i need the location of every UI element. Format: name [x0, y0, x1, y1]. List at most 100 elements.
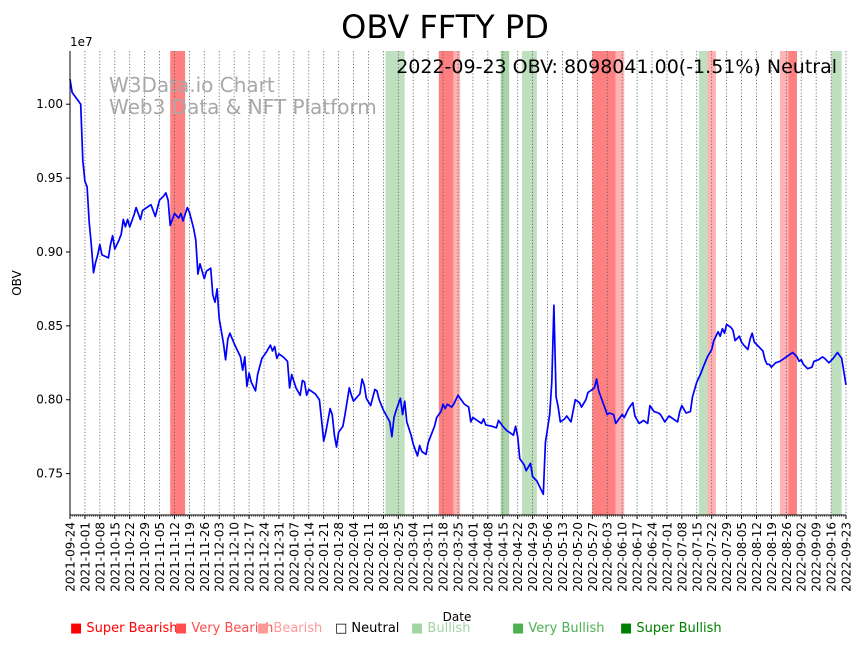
x-tick-label: 2021-10-22 — [123, 522, 137, 592]
watermark-line-1: W3Data.io Chart — [109, 73, 275, 97]
x-tick-label: 2022-06-17 — [631, 522, 645, 592]
x-tick-label: 2022-06-24 — [646, 522, 660, 592]
legend-swatch: ■ — [70, 621, 87, 636]
vertical-grid — [69, 51, 847, 515]
obv-line-0 — [69, 78, 847, 496]
x-tick-label: 2022-07-08 — [675, 522, 689, 592]
band-very-bearish-7 — [592, 51, 616, 515]
x-tick-label: 2022-02-04 — [347, 522, 361, 592]
y-axis-label: OBV — [10, 269, 24, 295]
x-tick-label: 2022-01-07 — [287, 522, 301, 592]
x-tick-label: 2022-01-14 — [302, 522, 316, 592]
y-tick-label: 0.75 — [36, 467, 63, 481]
x-tick-label: 2022-01-21 — [317, 522, 331, 592]
x-tick-label: 2021-12-10 — [228, 522, 242, 592]
x-tick-label: 2022-03-25 — [452, 522, 466, 592]
x-tick-label: 2022-03-11 — [422, 522, 436, 592]
y-tick-label: 0.95 — [36, 171, 63, 185]
legend-swatch: ■ — [620, 621, 637, 636]
y-tick-label: 0.80 — [36, 393, 63, 407]
x-tick-label: 2022-05-27 — [586, 522, 600, 592]
legend-item-neutral: □ Neutral — [335, 621, 399, 636]
legend-label: Super Bearish — [86, 621, 178, 636]
legend-item-very-bullish: ■ Very Bullish — [512, 621, 604, 636]
x-tick-label: 2022-02-11 — [362, 522, 376, 592]
legend-item-super-bullish: ■ Super Bullish — [620, 621, 722, 636]
x-tick-label: 2022-09-16 — [825, 522, 839, 592]
x-tick-label: 2021-10-08 — [93, 522, 107, 592]
legend-swatch: ■ — [411, 621, 428, 636]
x-axis-label: Date — [443, 610, 472, 624]
y-tick-label: 1.00 — [36, 97, 63, 111]
x-tick-label: 2022-02-18 — [377, 522, 391, 592]
x-tick-label: 2022-01-28 — [332, 522, 346, 592]
x-tick-label: 2021-10-29 — [138, 522, 152, 592]
band-bullish-13 — [831, 51, 842, 515]
watermark-line-2: Web3 Data & NFT Platform — [109, 95, 377, 119]
x-tick-label: 2022-07-01 — [660, 522, 674, 592]
band-bearish-10 — [707, 51, 716, 515]
y-axis-ticks: 0.75 0.80 0.85 0.90 0.95 1.00 — [36, 97, 70, 481]
x-tick-label: 2021-12-24 — [258, 522, 272, 592]
band-bullish-6 — [521, 51, 537, 515]
x-tick-label: 2022-03-18 — [437, 522, 451, 592]
x-tick-label: 2021-10-15 — [108, 522, 122, 592]
x-tick-label: 2021-11-12 — [168, 522, 182, 592]
x-tick-label: 2022-07-29 — [720, 522, 734, 592]
legend-label: Bullish — [427, 621, 471, 636]
x-tick-label: 2022-08-12 — [750, 522, 764, 592]
x-tick-label: 2022-09-23 — [840, 522, 854, 592]
band-bearish-8 — [615, 51, 625, 515]
band-very-bearish-3 — [438, 51, 454, 515]
band-bullish-1 — [385, 51, 395, 515]
latest-value-annotation: 2022-09-23 OBV: 8098041.00(-1.51%) Neutr… — [396, 56, 837, 78]
obv-series — [69, 78, 847, 496]
legend-item-super-bearish: ■ Super Bearish — [70, 621, 178, 636]
legend-label: Super Bullish — [636, 621, 722, 636]
y-tick-label: 0.90 — [36, 245, 63, 259]
x-tick-label: 2022-06-03 — [601, 522, 615, 592]
legend-label: Bearish — [273, 621, 323, 636]
x-tick-label: 2021-12-17 — [243, 522, 257, 592]
x-tick-label: 2021-12-03 — [213, 522, 227, 592]
x-tick-label: 2022-03-04 — [407, 522, 421, 592]
band-very-bullish-5 — [500, 51, 510, 515]
x-tick-label: 2021-11-05 — [153, 522, 167, 592]
signal-bands — [170, 51, 842, 515]
x-tick-label: 2021-09-24 — [64, 522, 78, 592]
band-very-bearish-0 — [170, 51, 186, 515]
x-tick-label: 2022-04-08 — [481, 522, 495, 592]
x-tick-label: 2022-08-19 — [765, 522, 779, 592]
x-tick-label: 2022-04-22 — [511, 522, 525, 592]
x-tick-label: 2022-04-15 — [496, 522, 510, 592]
legend-swatch: ■ — [512, 621, 529, 636]
x-tick-label: 2022-04-01 — [466, 522, 480, 592]
legend-label: Neutral — [351, 621, 400, 636]
x-tick-label: 2022-05-06 — [541, 522, 555, 592]
band-bearish-4 — [453, 51, 461, 515]
band-very-bearish-12 — [788, 51, 797, 515]
x-tick-label: 2021-12-31 — [272, 522, 286, 592]
x-tick-label: 2021-11-19 — [183, 522, 197, 592]
y-multiplier-label: 1e7 — [70, 35, 93, 49]
legend-swatch: ■ — [175, 621, 192, 636]
chart-title: OBV FFTY PD — [341, 8, 549, 46]
x-tick-label: 2022-09-02 — [795, 522, 809, 592]
legend-label: Very Bullish — [528, 621, 605, 636]
x-tick-label: 2022-04-29 — [526, 522, 540, 592]
x-tick-label: 2022-08-05 — [735, 522, 749, 592]
legend-item-bullish: ■ Bullish — [411, 621, 470, 636]
legend-item-bearish: ■ Bearish — [257, 621, 322, 636]
y-tick-label: 0.85 — [36, 319, 63, 333]
x-tick-label: 2022-08-26 — [780, 522, 794, 592]
x-tick-label: 2022-07-22 — [705, 522, 719, 592]
legend-swatch: □ — [335, 621, 352, 636]
legend-label: Very Bearish — [191, 621, 274, 636]
x-tick-label: 2022-07-15 — [690, 522, 704, 592]
x-tick-label: 2022-06-10 — [616, 522, 630, 592]
band-bearish-11 — [779, 51, 789, 515]
band-bullish-2 — [394, 51, 405, 515]
x-tick-label: 2022-05-13 — [556, 522, 570, 592]
x-tick-label: 2021-10-01 — [78, 522, 92, 592]
